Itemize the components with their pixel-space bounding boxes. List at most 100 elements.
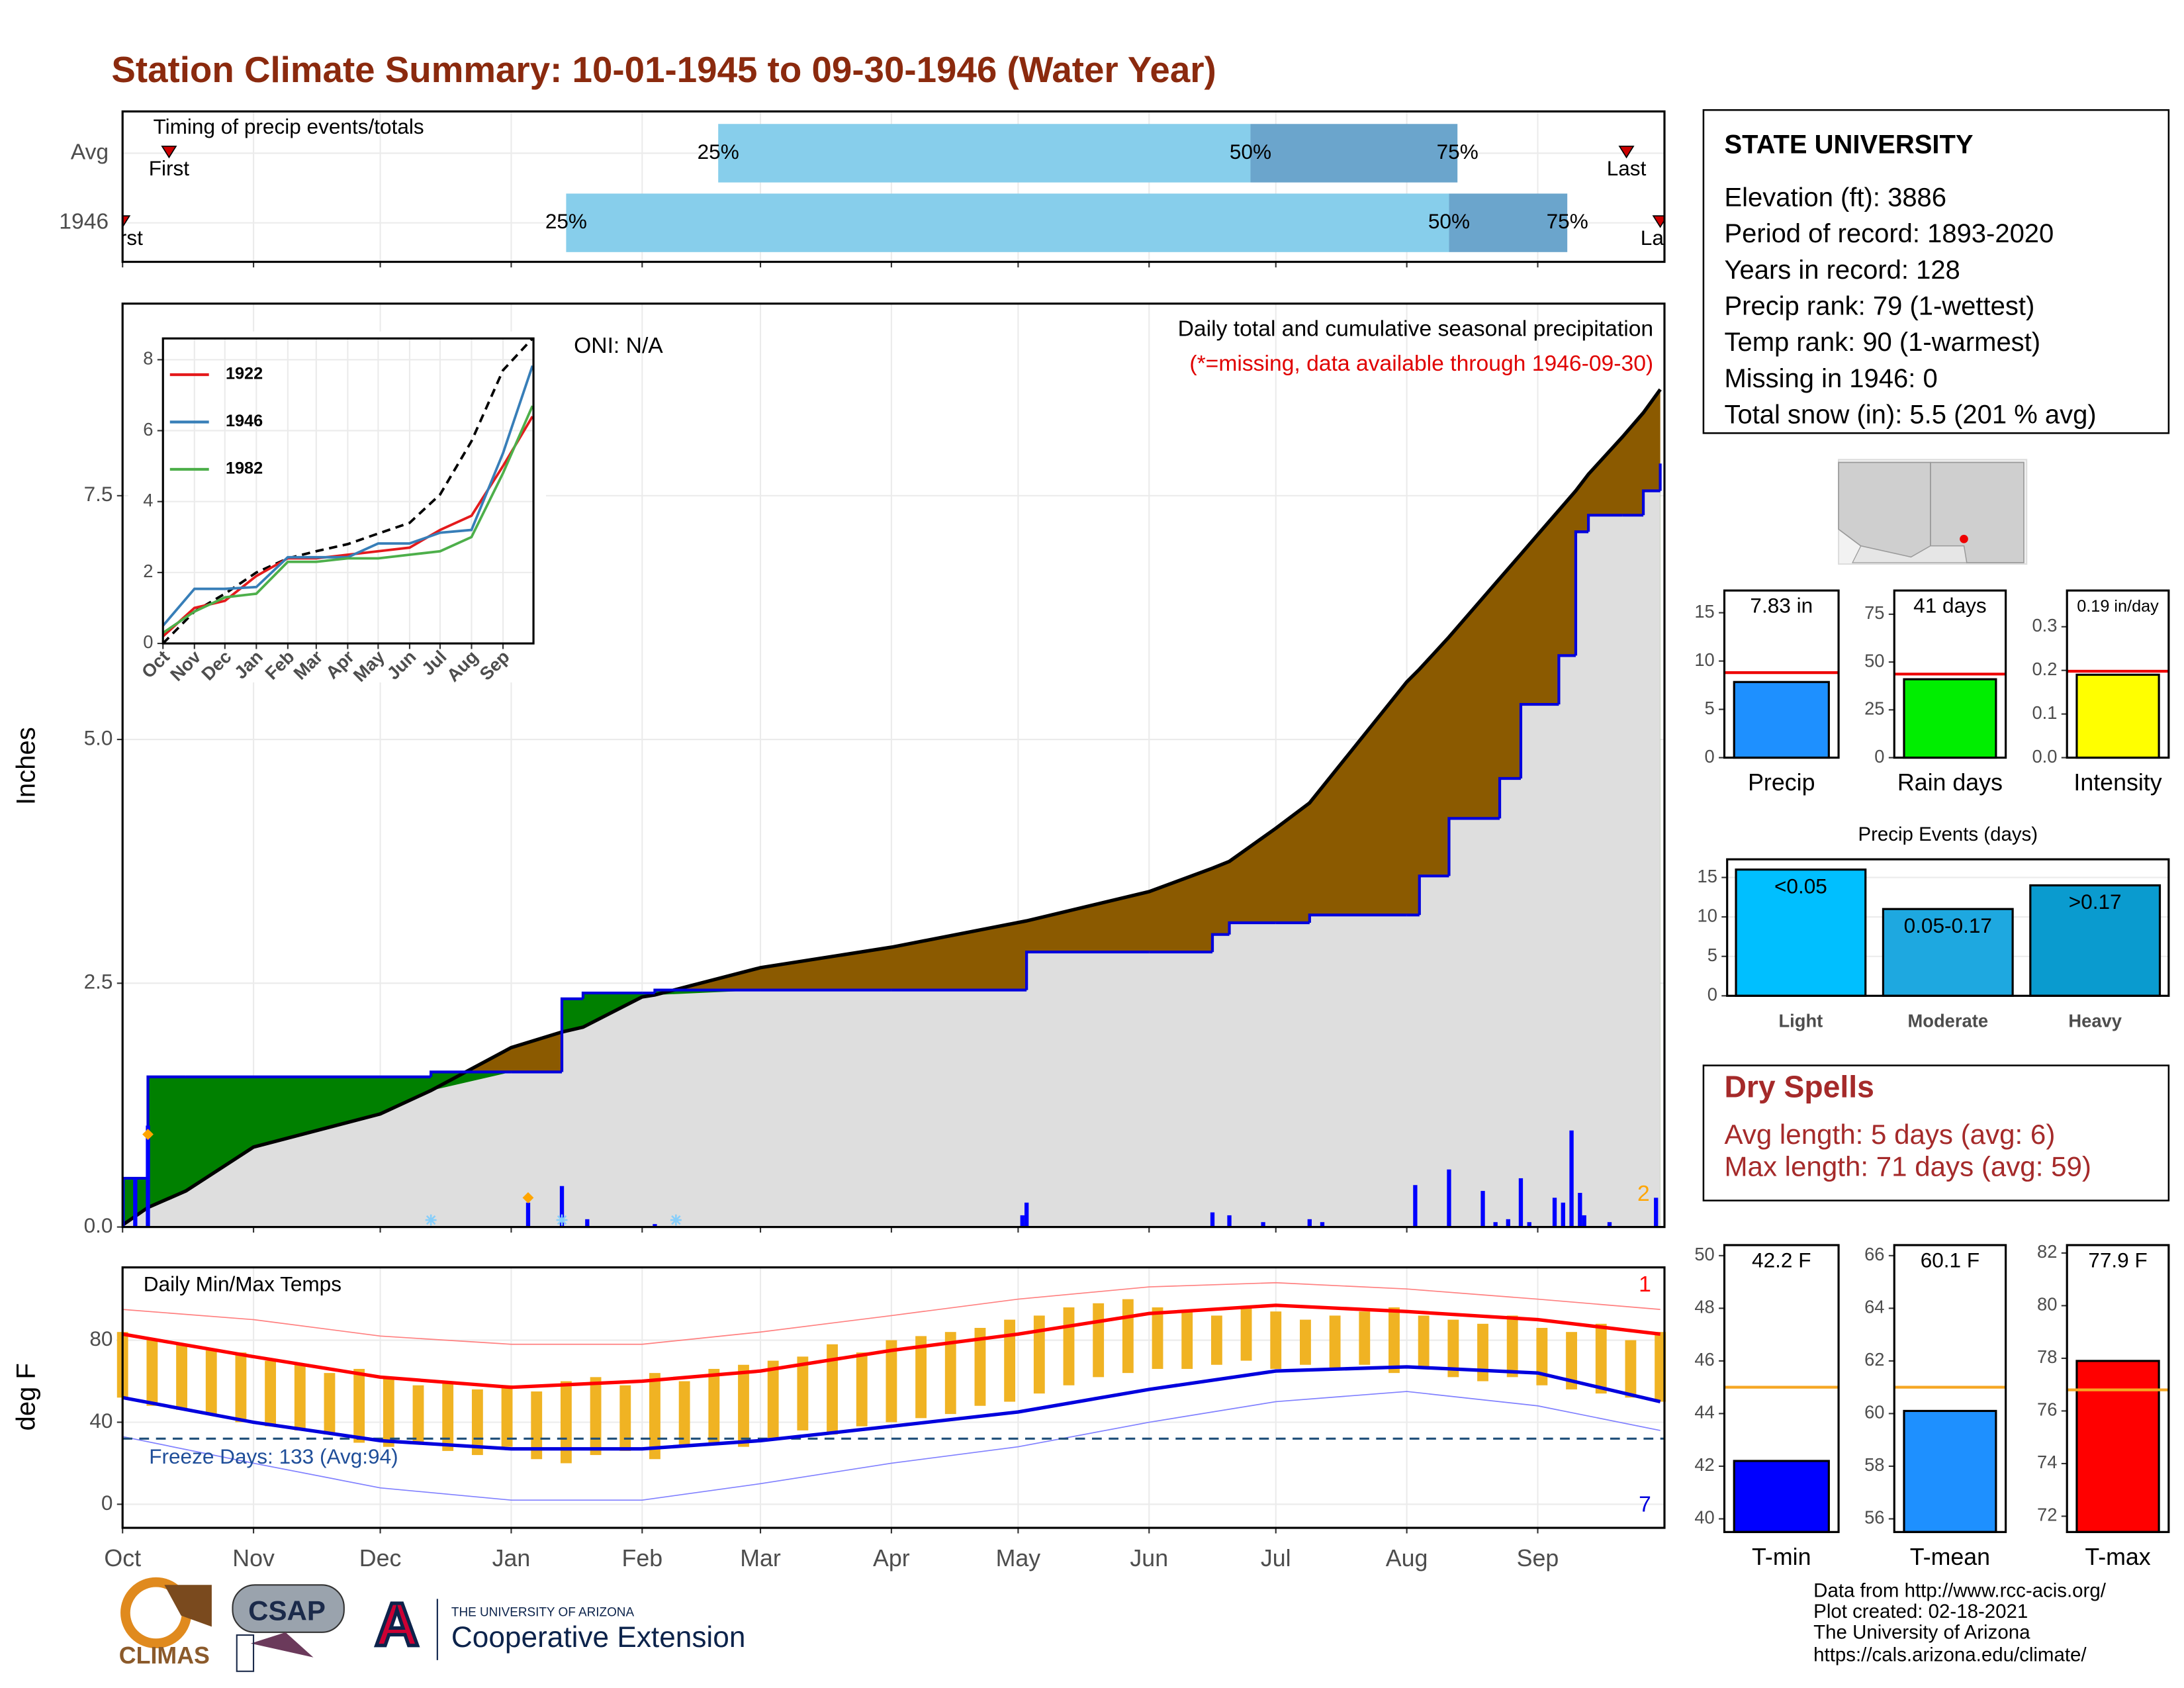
csap-mountain (250, 1632, 314, 1658)
daily-range (383, 1377, 394, 1447)
plot-frame (1726, 858, 2170, 997)
season-step (1519, 702, 1538, 779)
daily-range (501, 1385, 513, 1447)
daily-range (767, 1360, 779, 1439)
y-tick-label: 50 (1694, 1244, 1714, 1264)
event-marker (122, 215, 131, 228)
plot-frame (161, 337, 535, 645)
daily-range (974, 1327, 986, 1406)
season-step (1574, 530, 1589, 656)
daily-bar (1569, 1130, 1574, 1227)
value-label: 41 days (1913, 594, 1987, 618)
y-tick-label: 0 (1874, 746, 1884, 767)
bar (1733, 1460, 1830, 1533)
daily-range (1625, 1340, 1637, 1398)
daily-range (1152, 1307, 1163, 1369)
x-tick-label: Jun (1130, 1545, 1168, 1571)
y-tick-label: 50 (1864, 650, 1884, 671)
daily-bar (653, 1224, 657, 1227)
y-tick-label: 0 (143, 632, 153, 652)
logos: CLIMAS CSAP A THE UNIVERSITY OF ARIZONA … (119, 1577, 746, 1672)
daily-range (1359, 1311, 1371, 1365)
quartile-label: 25% (545, 209, 587, 233)
season-step (1308, 914, 1407, 923)
season-step (1498, 776, 1521, 819)
daily-bar (1578, 1193, 1582, 1227)
x-tick-label: Oct (104, 1545, 141, 1571)
extension-text: Cooperative Extension (451, 1621, 746, 1654)
bar-title: Rain days (1897, 769, 2003, 796)
y-tick-label: 0 (1705, 746, 1715, 767)
dry-spells-title: Dry Spells (1724, 1070, 1874, 1104)
footer-line: Data from http://www.rcc-acis.org/ (1813, 1580, 2107, 1602)
y-tick-label: 15 (1698, 866, 1717, 886)
daily-bar (1506, 1219, 1510, 1227)
season-step (1210, 933, 1230, 953)
value-label: 60.1 F (1921, 1248, 1979, 1272)
y-tick-label: 5.0 (84, 726, 113, 749)
quartile-bar (718, 124, 1251, 183)
csap-cloud (232, 1584, 345, 1633)
areas (122, 388, 1662, 1227)
csap-text: CSAP (248, 1595, 326, 1626)
event-label: Last (1607, 156, 1647, 180)
plot-frame (1893, 1244, 2007, 1533)
daily-bar (1020, 1215, 1024, 1227)
y-tick-label: 0.2 (2032, 659, 2057, 679)
y-tick-label: 48 (1694, 1297, 1714, 1317)
bar-title: T-mean (1910, 1544, 1990, 1570)
daily-bar (1527, 1222, 1531, 1227)
value-label: 42.2 F (1752, 1248, 1811, 1272)
plot-frame (2066, 589, 2170, 759)
ua-name: THE UNIVERSITY OF ARIZONA (451, 1605, 635, 1619)
daily-range (619, 1385, 631, 1451)
season-step (1025, 951, 1150, 990)
daily-range (1506, 1315, 1518, 1378)
bar-label: >0.17 (2069, 890, 2122, 914)
x-tick-label: Aug (1386, 1545, 1428, 1571)
daily-range (265, 1360, 277, 1427)
station-line: Elevation (ft): 3886 (1724, 183, 1946, 212)
plot-frame (1723, 589, 1840, 759)
average-line (122, 388, 1662, 1227)
quartile-label: 75% (1437, 140, 1479, 164)
y-tick-label: 0.0 (84, 1213, 113, 1237)
page-title: Station Climate Summary: 10-01-1945 to 0… (111, 49, 1216, 90)
season-step (1418, 874, 1449, 915)
daily-bar (133, 1178, 138, 1227)
x-tick-label: Heavy (2068, 1011, 2122, 1031)
climas-text: CLIMAS (119, 1642, 210, 1669)
station-box (1702, 109, 2170, 434)
daily-range (442, 1381, 454, 1451)
season-step (1447, 817, 1500, 876)
daily-range (560, 1381, 572, 1464)
daily-bar (585, 1219, 590, 1227)
y-tick-label: 56 (1864, 1507, 1884, 1528)
legend-label: 1982 (226, 459, 263, 478)
y-tick-label: 40 (1694, 1507, 1714, 1528)
station-location (1960, 534, 1968, 543)
y-tick-label: 78 (2037, 1346, 2057, 1367)
y-tick-label: 0.0 (2032, 746, 2057, 767)
daily-range (1063, 1307, 1075, 1385)
count-label: 2 (1637, 1182, 1650, 1206)
snow-marker (425, 1214, 437, 1226)
daily-range (1655, 1332, 1666, 1402)
quartile-label: 50% (1230, 140, 1271, 164)
plot-frame (1723, 1244, 1840, 1533)
season-step (581, 991, 643, 999)
y-tick-label: 5 (1707, 945, 1717, 965)
bar-label: <0.05 (1774, 874, 1827, 898)
y-tick-label: 42 (1694, 1454, 1714, 1475)
ua-mark: A (375, 1590, 419, 1659)
daily-range (1210, 1315, 1222, 1365)
y-tick-label: 5 (1705, 698, 1715, 718)
daily-range (1300, 1319, 1311, 1365)
y-tick-label: 0.3 (2032, 615, 2057, 635)
bar (1733, 680, 1830, 759)
station-line: Period of record: 1893-2020 (1724, 219, 2054, 248)
x-tick-label: Sep (1517, 1545, 1559, 1571)
record-count: 7 (1639, 1492, 1651, 1517)
y-tick-label: 80 (89, 1327, 113, 1350)
